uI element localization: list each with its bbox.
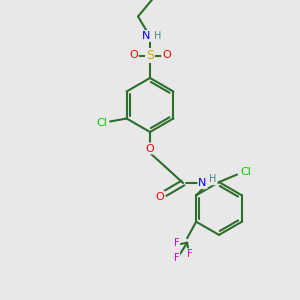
Text: H: H [154,31,161,41]
Text: S: S [146,49,154,62]
Text: O: O [146,143,154,154]
Text: Cl: Cl [97,118,107,128]
Text: O: O [129,50,138,61]
Text: O: O [155,191,164,202]
Text: Cl: Cl [240,167,251,177]
Text: N: N [142,31,151,41]
Text: F: F [174,253,179,263]
Text: F: F [174,238,179,248]
Text: H: H [209,174,217,184]
Text: O: O [162,50,171,61]
Text: F: F [187,249,193,259]
Text: N: N [198,178,207,188]
